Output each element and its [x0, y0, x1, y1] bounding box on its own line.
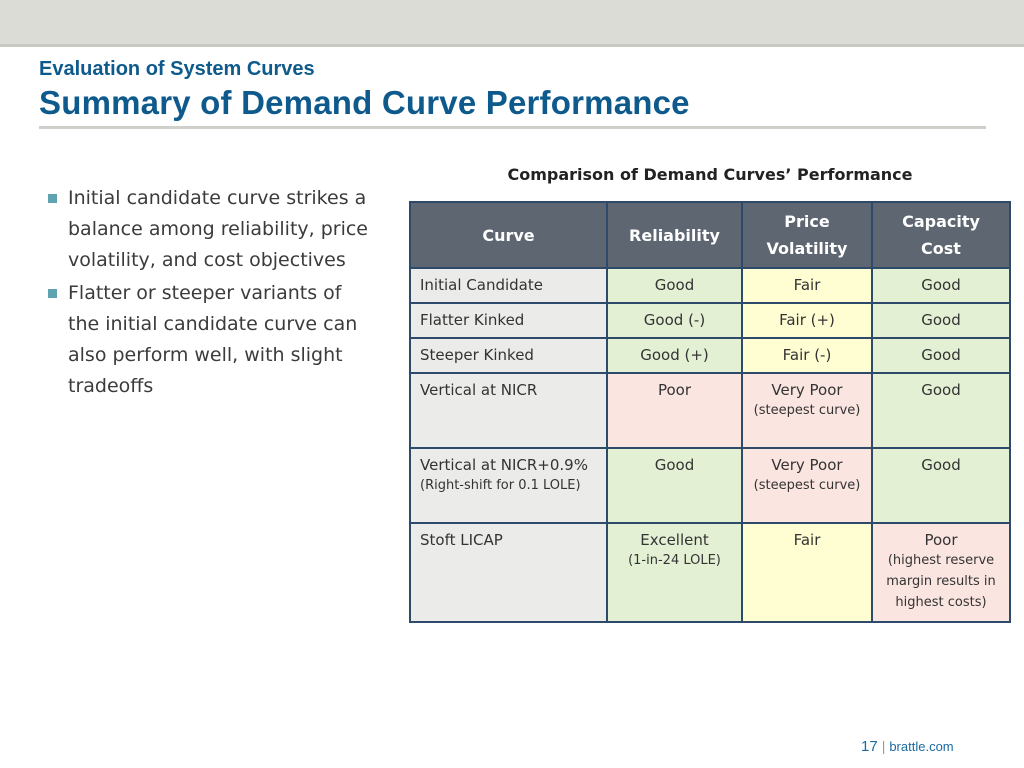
- cell-volatility: Fair (-): [741, 337, 873, 374]
- cell-volatility: Fair (+): [741, 302, 873, 339]
- cell-volatility: Very Poor (steepest curve): [741, 372, 873, 449]
- square-bullet-icon: [48, 194, 57, 203]
- cell-reliability: Good (-): [606, 302, 743, 339]
- cell-curve: Steeper Kinked: [409, 337, 608, 374]
- header-curve: Curve: [409, 201, 608, 269]
- header-reliability: Reliability: [606, 201, 743, 269]
- cell-volatility: Fair: [741, 267, 873, 304]
- cell-cost: Good: [871, 337, 1011, 374]
- table-row: Steeper Kinked Good (+) Fair (-) Good: [409, 337, 1011, 374]
- bullet-item: Initial candidate curve strikes a balanc…: [48, 183, 378, 276]
- cell-reliability: Excellent (1-in-24 LOLE): [606, 522, 743, 623]
- header-capacity-cost: Capacity Cost: [871, 201, 1011, 269]
- cell-curve: Flatter Kinked: [409, 302, 608, 339]
- cell-volatility: Fair: [741, 522, 873, 623]
- table-row: Initial Candidate Good Fair Good: [409, 267, 1011, 304]
- footer-separator: |: [881, 738, 886, 754]
- cell-reliability: Good: [606, 447, 743, 524]
- title-divider: [39, 126, 986, 129]
- table-header-row: Curve Reliability Price Volatility Capaci…: [409, 201, 1011, 269]
- cell-curve: Vertical at NICR: [409, 372, 608, 449]
- cell-curve: Initial Candidate: [409, 267, 608, 304]
- bullet-list: Initial candidate curve strikes a balanc…: [48, 183, 378, 404]
- table-row: Vertical at NICR+0.9% (Right-shift for 0.…: [409, 447, 1011, 524]
- top-band: [0, 0, 1024, 47]
- cell-cost: Good: [871, 267, 1011, 304]
- cell-reliability: Good: [606, 267, 743, 304]
- bullet-item: Flatter or steeper variants of the initi…: [48, 278, 378, 402]
- cell-curve: Stoft LICAP: [409, 522, 608, 623]
- square-bullet-icon: [48, 289, 57, 298]
- table-caption: Comparison of Demand Curves’ Performance: [507, 165, 913, 184]
- page-number: 17: [861, 738, 878, 755]
- header-price-volatility: Price Volatility: [741, 201, 873, 269]
- cell-note: (steepest curve): [753, 403, 861, 418]
- cell-note: (steepest curve): [753, 478, 861, 493]
- bullet-text: Initial candidate curve strikes a balanc…: [68, 187, 369, 271]
- cell-volatility: Very Poor (steepest curve): [741, 447, 873, 524]
- cell-note: (highest reserve margin results in highe…: [886, 553, 996, 610]
- bullet-text: Flatter or steeper variants of the initi…: [68, 282, 358, 397]
- cell-cost: Good: [871, 302, 1011, 339]
- cell-reliability: Poor: [606, 372, 743, 449]
- top-band-edge: [0, 44, 1024, 47]
- table-row: Vertical at NICR Poor Very Poor (steepest…: [409, 372, 1011, 449]
- cell-note: (1-in-24 LOLE): [628, 553, 721, 568]
- cell-cost: Good: [871, 372, 1011, 449]
- cell-reliability: Good (+): [606, 337, 743, 374]
- slide-title: Summary of Demand Curve Performance: [39, 84, 690, 121]
- comparison-table: Curve Reliability Price Volatility Capaci…: [409, 201, 1011, 623]
- cell-note: (Right-shift for 0.1 LOLE): [420, 478, 581, 493]
- cell-curve: Vertical at NICR+0.9% (Right-shift for 0.…: [409, 447, 608, 524]
- table-row: Stoft LICAP Excellent (1-in-24 LOLE) Fair…: [409, 522, 1011, 623]
- footer: 17 | brattle.com: [861, 738, 954, 755]
- table-row: Flatter Kinked Good (-) Fair (+) Good: [409, 302, 1011, 339]
- cell-cost: Poor (highest reserve margin results in h…: [871, 522, 1011, 623]
- footer-site-link[interactable]: brattle.com: [889, 739, 954, 754]
- cell-cost: Good: [871, 447, 1011, 524]
- slide-subtitle: Evaluation of System Curves: [39, 58, 315, 80]
